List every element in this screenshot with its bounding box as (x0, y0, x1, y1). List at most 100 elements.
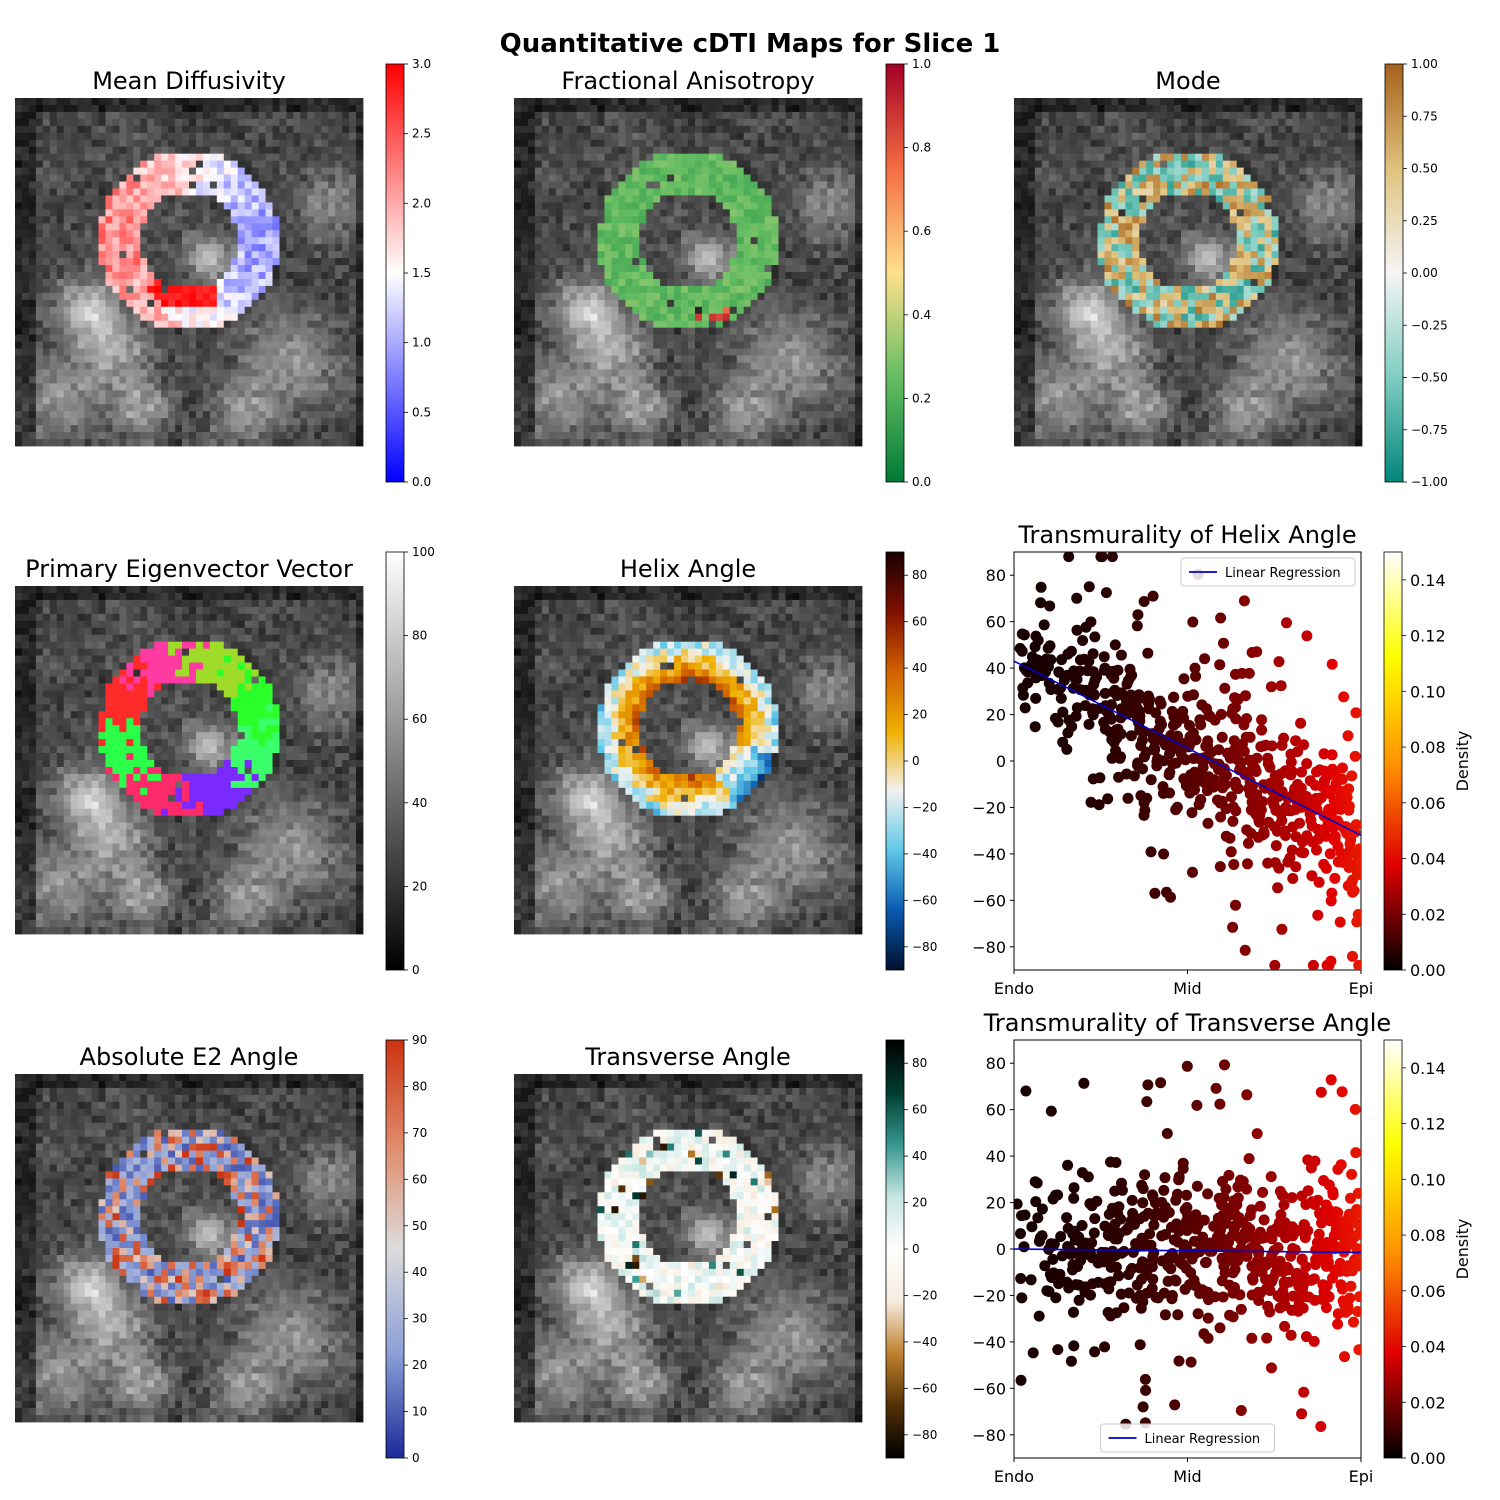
map-pixel (778, 104, 786, 113)
map-pixel (133, 118, 141, 127)
map-pixel (244, 181, 253, 189)
map-pixel (272, 390, 280, 398)
map-pixel (653, 153, 661, 162)
map-pixel (632, 376, 640, 384)
map-pixel (328, 404, 336, 412)
map-pixel (126, 111, 134, 120)
map-pixel (321, 439, 329, 447)
map-pixel (694, 237, 703, 245)
map-pixel (841, 299, 849, 308)
map-pixel (534, 376, 543, 384)
map-pixel (70, 265, 79, 273)
map-pixel (91, 362, 99, 370)
map-pixel (674, 174, 682, 182)
map-pixel (209, 299, 218, 308)
map-pixel (195, 146, 204, 155)
map-pixel (827, 306, 835, 315)
map-pixel (555, 425, 564, 433)
map-pixel (21, 111, 30, 120)
map-pixel (653, 292, 661, 301)
map-pixel (209, 139, 218, 148)
map-pixel (63, 362, 72, 370)
map-pixel (750, 278, 758, 287)
map-pixel (216, 390, 225, 398)
map-pixel (314, 362, 322, 370)
map-pixel (349, 209, 357, 217)
map-pixel (279, 327, 287, 336)
map-pixel (527, 432, 536, 440)
map-pixel (154, 383, 162, 391)
map-pixel (806, 265, 814, 273)
map-pixel (813, 195, 821, 203)
map-pixel (785, 160, 793, 168)
map-pixel (562, 237, 571, 245)
map-pixel (534, 306, 543, 315)
map-pixel (541, 397, 550, 405)
map-pixel (42, 118, 51, 127)
map-pixel (625, 174, 633, 182)
map-pixel (15, 132, 23, 141)
map-pixel (848, 397, 856, 405)
map-pixel (806, 404, 814, 412)
map-pixel (646, 306, 654, 315)
map-pixel (855, 265, 863, 273)
map-pixel (583, 244, 591, 252)
map-pixel (105, 334, 113, 342)
map-pixel (632, 265, 640, 273)
map-pixel (569, 146, 578, 155)
map-pixel (328, 285, 336, 294)
map-pixel (855, 292, 863, 301)
map-pixel (293, 278, 301, 287)
map-pixel (541, 111, 550, 120)
map-pixel (813, 216, 821, 224)
map-pixel (70, 397, 79, 405)
map-pixel (757, 216, 765, 224)
map-pixel (722, 418, 731, 426)
map-pixel (785, 369, 793, 377)
map-pixel (820, 313, 828, 322)
map-pixel (799, 139, 807, 148)
map-pixel (646, 251, 654, 259)
map-pixel (653, 223, 661, 231)
map-pixel (792, 383, 800, 391)
map-pixel (314, 383, 322, 391)
map-pixel (527, 139, 536, 148)
map-pixel (834, 202, 842, 210)
map-pixel (548, 202, 557, 210)
map-pixel (154, 174, 162, 182)
map-pixel (147, 292, 155, 301)
map-pixel (806, 188, 814, 196)
map-pixel (189, 285, 197, 294)
map-pixel (328, 341, 336, 349)
map-pixel (694, 111, 703, 120)
map-pixel (701, 237, 710, 245)
map-pixel (265, 334, 273, 342)
map-pixel (729, 299, 738, 308)
map-pixel (154, 334, 162, 342)
map-pixel (140, 181, 148, 189)
map-pixel (715, 132, 724, 141)
map-pixel (223, 355, 232, 363)
map-pixel (694, 272, 703, 280)
map-pixel (757, 160, 765, 168)
map-pixel (520, 160, 529, 168)
map-pixel (799, 98, 807, 106)
map-pixel (182, 139, 190, 148)
map-pixel (307, 306, 315, 315)
map-pixel (520, 320, 529, 329)
map-pixel (161, 320, 169, 329)
map-pixel (548, 313, 557, 322)
map-pixel (279, 397, 287, 405)
map-pixel (202, 425, 211, 433)
map-pixel (562, 292, 571, 301)
map-pixel (597, 98, 605, 106)
map-pixel (771, 411, 779, 419)
map-pixel (119, 265, 127, 273)
map-pixel (223, 167, 232, 175)
map-pixel (597, 230, 605, 238)
map-pixel (841, 334, 849, 342)
map-pixel (527, 383, 536, 391)
map-pixel (757, 383, 765, 391)
map-pixel (42, 181, 51, 189)
map-pixel (660, 111, 668, 120)
